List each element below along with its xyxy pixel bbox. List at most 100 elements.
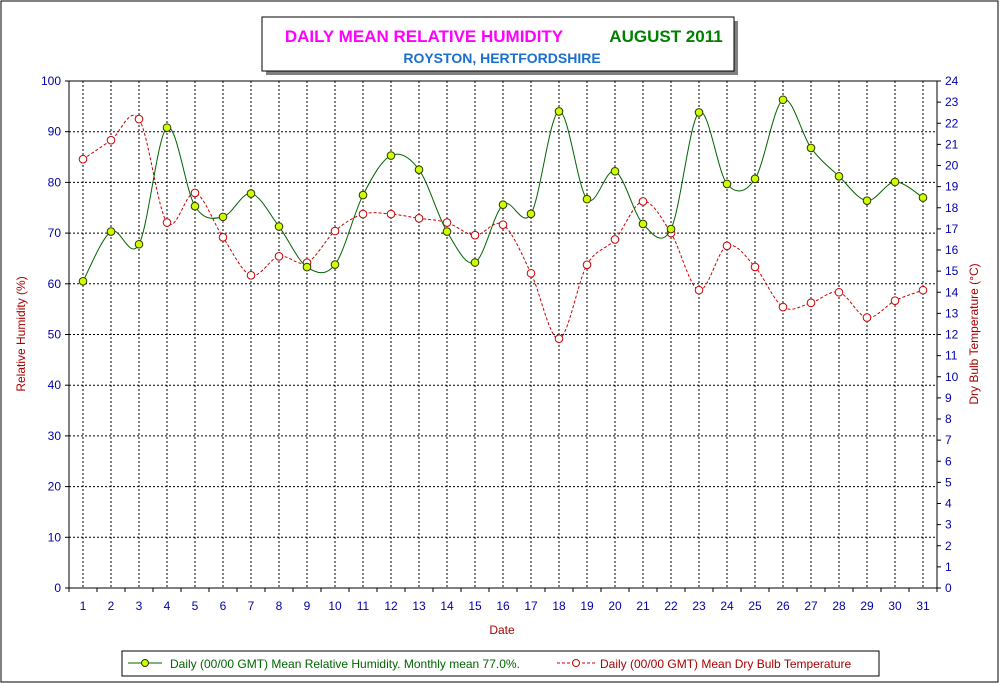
data-point-temperature xyxy=(806,298,816,308)
y2-tick-label: 17 xyxy=(945,222,959,236)
x-tick-label: 10 xyxy=(328,599,342,613)
data-point-humidity xyxy=(358,190,368,200)
data-point-temperature xyxy=(694,285,704,295)
chart-title: DAILY MEAN RELATIVE HUMIDITY xyxy=(285,27,564,46)
y2-tick-label: 5 xyxy=(945,475,952,489)
data-point-humidity xyxy=(694,108,704,117)
data-point-humidity xyxy=(806,143,816,153)
y2-tick-label: 21 xyxy=(945,137,959,151)
data-point-humidity xyxy=(218,212,228,222)
y-tick-label: 100 xyxy=(41,74,61,88)
data-point-temperature xyxy=(330,226,340,236)
data-point-temperature xyxy=(190,188,200,198)
x-axis-title: Date xyxy=(489,623,515,637)
chart-title-period: AUGUST 2011 xyxy=(609,27,722,46)
y-tick-label: 40 xyxy=(48,378,62,392)
data-point-humidity xyxy=(638,219,648,229)
data-point-temperature xyxy=(470,230,480,240)
x-tick-label: 7 xyxy=(248,599,255,613)
data-point-humidity xyxy=(134,239,144,249)
data-point-humidity xyxy=(106,227,116,236)
x-tick-label: 2 xyxy=(108,599,115,613)
y2-axis-title: Dry Bulb Temperature (°C) xyxy=(967,263,981,404)
x-tick-label: 22 xyxy=(664,599,678,613)
data-point-temperature xyxy=(834,287,844,297)
data-point-humidity xyxy=(274,222,284,231)
x-tick-label: 4 xyxy=(164,599,171,613)
y2-tick-label: 9 xyxy=(945,391,952,405)
legend-temperature-marker xyxy=(572,659,580,667)
x-tick-label: 9 xyxy=(304,599,311,613)
x-tick-label: 5 xyxy=(192,599,199,613)
x-tick-label: 27 xyxy=(804,599,818,613)
data-point-humidity xyxy=(890,177,900,187)
y2-tick-label: 18 xyxy=(945,201,959,215)
x-tick-label: 13 xyxy=(412,599,426,613)
data-point-temperature xyxy=(218,233,228,242)
data-point-temperature xyxy=(498,220,508,229)
y-axis: 0 10 20 30 40 50 60 70 80 90 100 xyxy=(41,74,69,595)
y2-tick-label: 10 xyxy=(945,370,959,384)
y-tick-label: 20 xyxy=(48,480,62,494)
x-tick-label: 31 xyxy=(916,599,930,613)
data-point-temperature xyxy=(442,218,452,227)
y2-tick-label: 23 xyxy=(945,95,959,109)
data-point-humidity xyxy=(302,262,312,272)
y2-tick-label: 7 xyxy=(945,433,952,447)
y-tick-label: 50 xyxy=(48,328,62,342)
data-point-humidity xyxy=(470,258,480,267)
data-point-humidity xyxy=(862,196,872,205)
y2-tick-label: 12 xyxy=(945,328,959,342)
data-point-humidity xyxy=(330,260,340,269)
y-tick-label: 80 xyxy=(48,175,62,189)
data-point-humidity xyxy=(442,227,452,236)
y2-tick-label: 14 xyxy=(945,285,959,299)
data-point-temperature xyxy=(554,334,564,344)
data-point-humidity xyxy=(554,107,564,116)
data-point-temperature xyxy=(358,209,368,219)
data-point-humidity xyxy=(498,200,508,210)
data-point-temperature xyxy=(162,218,172,227)
data-point-temperature xyxy=(722,241,732,251)
x-tick-label: 15 xyxy=(468,599,482,613)
y2-tick-label: 4 xyxy=(945,497,952,511)
legend xyxy=(121,650,880,677)
x-tick-label: 20 xyxy=(608,599,622,613)
x-tick-label: 18 xyxy=(552,599,566,613)
data-point-temperature xyxy=(246,271,256,280)
data-point-temperature xyxy=(386,209,396,219)
data-point-humidity xyxy=(414,165,424,175)
y-tick-label: 0 xyxy=(54,581,61,595)
x-axis: 1 2 3 4 5 6 7 8 9 10 11 12 13 14 15 16 17 18 19 20 21 22 23 24 2… xyxy=(68,588,938,613)
x-tick-label: 21 xyxy=(636,599,650,613)
y-axis-title: Relative Humidity (%) xyxy=(14,276,28,391)
data-point-humidity xyxy=(918,193,928,202)
x-tick-label: 30 xyxy=(888,599,902,613)
data-point-temperature xyxy=(274,252,284,261)
x-tick-label: 6 xyxy=(220,599,227,613)
y-tick-label: 30 xyxy=(48,429,62,443)
x-tick-label: 11 xyxy=(357,599,370,613)
data-point-humidity xyxy=(190,201,200,211)
x-tick-label: 25 xyxy=(748,599,762,613)
data-point-temperature xyxy=(638,197,648,206)
y-tick-label: 70 xyxy=(48,226,62,240)
data-point-temperature xyxy=(414,214,424,223)
x-tick-label: 14 xyxy=(440,599,454,613)
y2-tick-label: 24 xyxy=(945,74,959,88)
y2-tick-label: 1 xyxy=(945,560,952,574)
data-point-temperature xyxy=(134,114,144,124)
data-point-humidity xyxy=(778,95,788,105)
x-tick-label: 12 xyxy=(384,599,398,613)
x-tick-label: 8 xyxy=(276,599,283,613)
data-point-humidity xyxy=(750,174,760,184)
y2-tick-label: 16 xyxy=(945,243,959,257)
series-line-humidity xyxy=(82,99,924,282)
legend-temperature-label: Daily (00/00 GMT) Mean Dry Bulb Temperat… xyxy=(600,657,852,671)
data-point-humidity xyxy=(834,172,844,181)
data-point-temperature xyxy=(918,285,928,295)
data-point-humidity xyxy=(722,179,732,189)
data-point-temperature xyxy=(862,313,872,322)
